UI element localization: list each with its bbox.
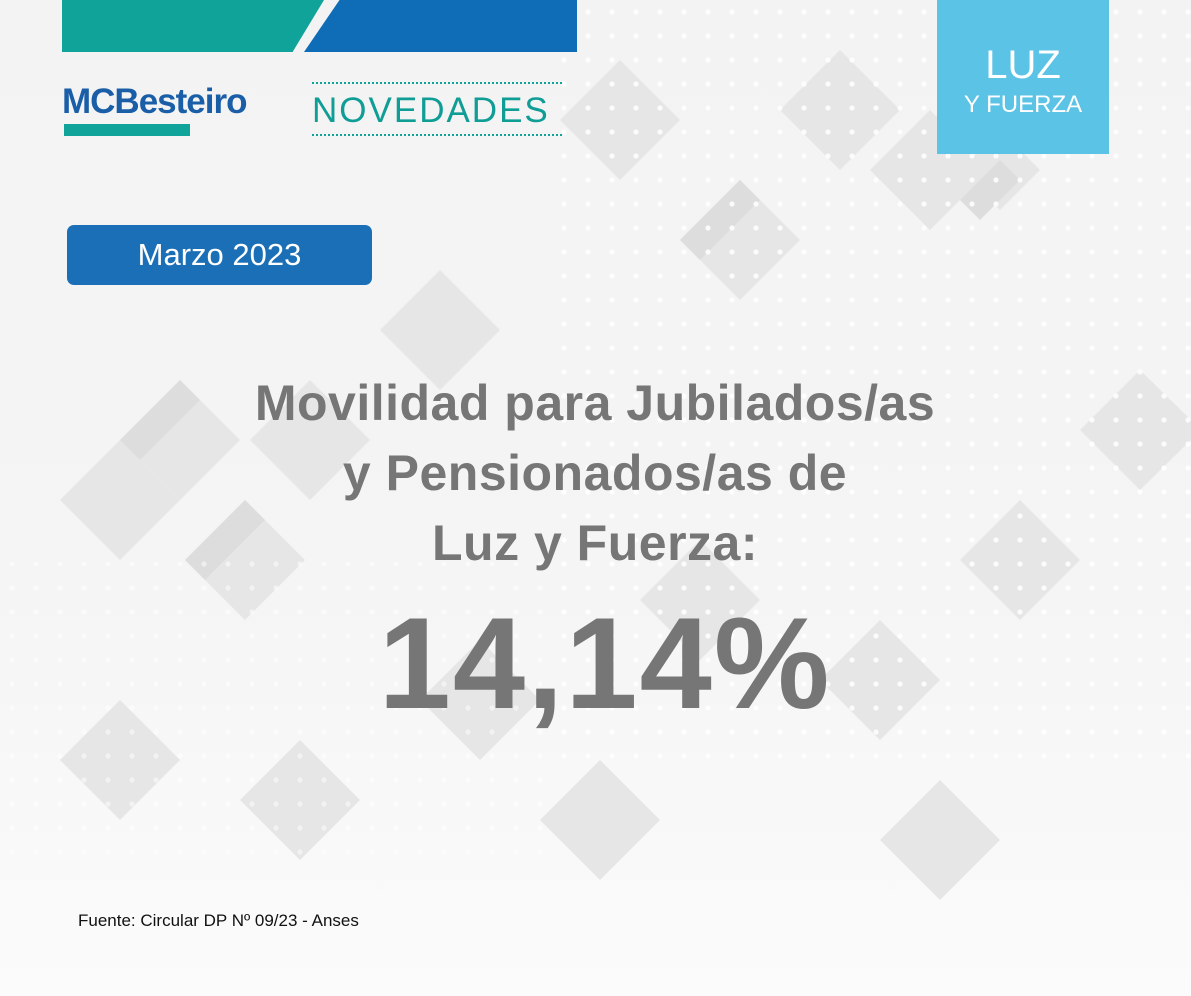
corner-badge-line1: LUZ	[985, 43, 1061, 87]
headline-line2: y Pensionados/as de	[342, 445, 848, 501]
luz-y-fuerza-badge: LUZ Y FUERZA	[937, 0, 1109, 154]
mcbesteiro-logo: MCBesteiro	[62, 82, 287, 138]
corner-badge-line2: Y FUERZA	[963, 91, 1083, 118]
source-note: Fuente: Circular DP Nº 09/23 - Anses	[78, 911, 359, 930]
headline-line1: Movilidad para Jubilados/as	[254, 375, 936, 431]
logo-underline	[64, 124, 190, 136]
header-stripe-teal	[62, 0, 324, 52]
section-title-text: NOVEDADES	[312, 91, 550, 130]
header-stripe-blue	[304, 0, 577, 52]
headline: Movilidad para Jubilados/as y Pensionado…	[100, 368, 1090, 578]
date-badge: Marzo 2023	[67, 225, 372, 285]
logo-text: MCBesteiro	[62, 82, 247, 121]
section-title: NOVEDADES	[312, 82, 562, 136]
percentage-value: 14,14%	[378, 590, 832, 736]
headline-line3: Luz y Fuerza:	[432, 515, 758, 571]
